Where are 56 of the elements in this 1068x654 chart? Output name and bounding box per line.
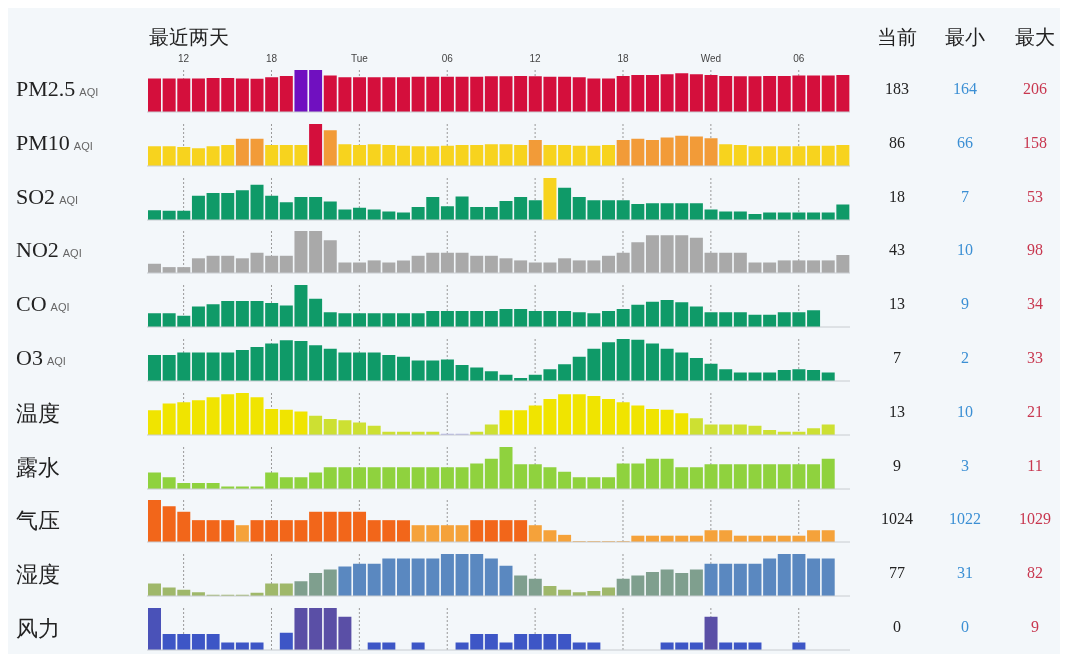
x-tick-label: 18	[617, 53, 629, 64]
x-tick-label: Tue	[350, 53, 369, 64]
text: 21	[1026, 402, 1044, 421]
text: 53	[1026, 187, 1044, 206]
y-axis-title: 湿度	[16, 561, 61, 590]
text: 9	[892, 456, 902, 475]
text: 82	[1026, 564, 1044, 583]
text: 43	[888, 241, 906, 260]
text: 7	[892, 349, 902, 367]
y-axis-title: 风力	[16, 615, 61, 643]
text: 13	[888, 295, 906, 314]
text: 18	[888, 187, 906, 206]
chart-title: 最近两天	[149, 25, 229, 50]
text: 0	[892, 618, 902, 636]
text: 0	[960, 618, 970, 636]
y-axis-title: PM2.5 AQI	[16, 76, 100, 102]
y-axis-title: PM10 AQI	[16, 129, 94, 156]
y-axis-title: SO2 AQI	[16, 183, 80, 210]
text: 9	[1030, 618, 1040, 636]
x-tick-label: Wed	[700, 53, 722, 64]
x-tick-label: 12	[178, 53, 190, 64]
x-tick-label: 06	[441, 53, 454, 64]
text: 3	[960, 456, 970, 475]
text: 33	[1026, 349, 1044, 367]
text: 10	[956, 402, 974, 421]
text: 206	[1022, 80, 1048, 98]
text: 最大	[1014, 25, 1056, 50]
text: 77	[888, 564, 906, 583]
y-axis-title: NO2 AQI	[16, 237, 83, 264]
text: 164	[952, 80, 978, 98]
text: 158	[1022, 133, 1048, 152]
text: 9	[960, 295, 970, 314]
text: 31	[956, 564, 974, 583]
text: 1029	[1018, 510, 1052, 529]
y-axis-title: 气压	[16, 507, 61, 536]
text: 183	[884, 80, 910, 98]
text: 34	[1026, 295, 1044, 314]
x-tick-label: 06	[793, 53, 805, 64]
y-axis-title: 露水	[16, 453, 61, 482]
x-tick-label: 18	[265, 53, 278, 64]
y-axis-title: CO AQI	[16, 291, 71, 318]
text: 1024	[880, 510, 914, 529]
text: 最小	[944, 25, 986, 50]
text: 当前	[876, 25, 918, 50]
text: 98	[1026, 241, 1044, 260]
x-tick-label: 12	[529, 53, 542, 64]
y-axis-title: 温度	[16, 399, 61, 428]
text: 1022	[948, 510, 982, 529]
text: 13	[888, 402, 906, 421]
y-axis-title: O3 AQI	[16, 345, 67, 371]
text: 86	[888, 133, 906, 152]
text: 10	[956, 241, 974, 260]
text: 2	[960, 349, 970, 367]
text: 7	[960, 187, 970, 206]
text: 66	[956, 133, 974, 152]
text: 11	[1026, 456, 1044, 475]
